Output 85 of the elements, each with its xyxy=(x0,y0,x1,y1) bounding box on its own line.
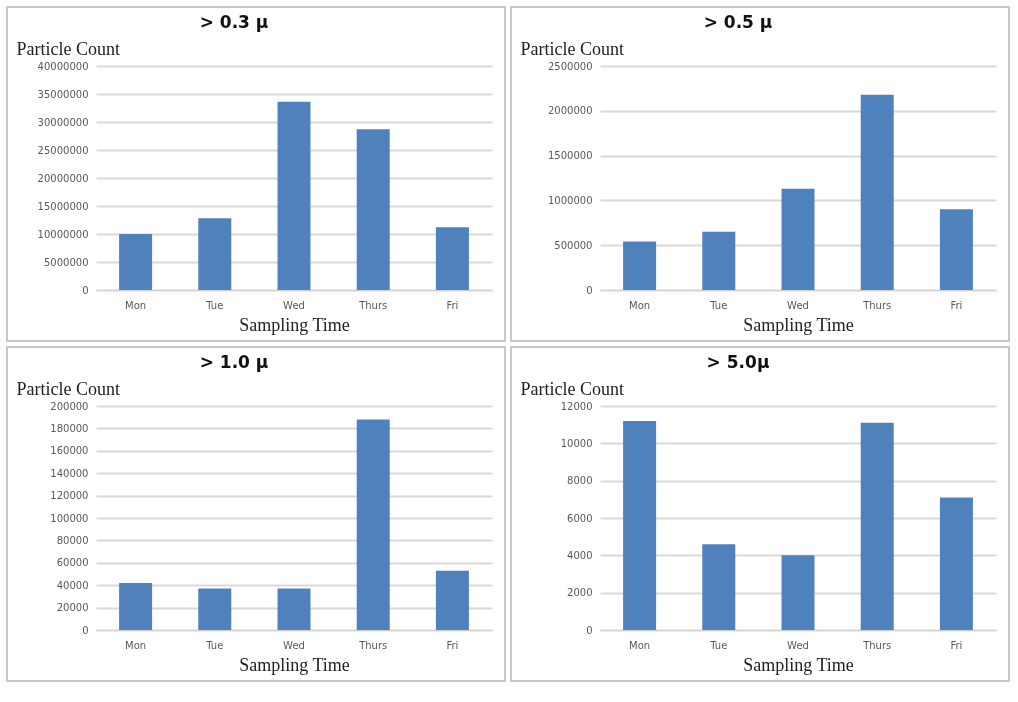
x-axis-title: Sampling Time xyxy=(239,314,350,335)
x-tick-label: Tue xyxy=(205,639,224,651)
y-axis-title: Particle Count xyxy=(16,378,120,399)
bar xyxy=(198,218,232,290)
x-tick-label: Wed xyxy=(283,639,305,651)
x-tick-label: Fri xyxy=(446,299,459,311)
y-tick-label: 60000 xyxy=(56,557,89,569)
y-tick-label: 30000000 xyxy=(37,116,89,128)
bar xyxy=(702,544,736,630)
x-tick-label: Thurs xyxy=(862,639,892,651)
y-tick-label: 100000 xyxy=(50,512,89,524)
bar xyxy=(939,497,973,630)
bar xyxy=(198,588,232,630)
bar xyxy=(781,188,815,290)
y-tick-label: 2000000 xyxy=(547,105,593,117)
y-tick-label: 2000 xyxy=(567,587,593,599)
y-tick-label: 0 xyxy=(82,284,89,296)
bar xyxy=(277,101,311,290)
x-tick-label: Fri xyxy=(950,639,963,651)
y-tick-label: 20000000 xyxy=(37,172,89,184)
x-axis-title: Sampling Time xyxy=(743,654,854,675)
bar xyxy=(277,588,311,630)
x-tick-label: Mon xyxy=(125,639,147,651)
chart-title: > 1.0 μ xyxy=(199,352,269,372)
x-tick-label: Thurs xyxy=(358,639,388,651)
y-tick-label: 10000 xyxy=(560,437,593,449)
y-tick-label: 0 xyxy=(586,284,593,296)
y-tick-label: 120000 xyxy=(50,490,89,502)
x-tick-label: Mon xyxy=(629,639,651,651)
y-tick-label: 15000000 xyxy=(37,200,89,212)
y-tick-label: 12000 xyxy=(560,400,593,412)
y-tick-label: 2500000 xyxy=(547,60,593,72)
y-tick-label: 8000 xyxy=(567,475,593,487)
chart-title: > 5.0μ xyxy=(706,352,770,372)
chart-title: > 0.3 μ xyxy=(199,12,269,32)
bar xyxy=(119,582,153,630)
y-tick-label: 35000000 xyxy=(37,88,89,100)
y-tick-label: 80000 xyxy=(56,534,89,546)
bar xyxy=(435,570,469,630)
y-axis-title: Particle Count xyxy=(16,38,120,59)
x-tick-label: Thurs xyxy=(358,299,388,311)
x-tick-label: Fri xyxy=(950,299,963,311)
x-tick-label: Thurs xyxy=(862,299,892,311)
y-tick-label: 200000 xyxy=(50,400,89,412)
y-tick-label: 20000 xyxy=(56,602,89,614)
x-tick-label: Tue xyxy=(709,639,728,651)
y-tick-label: 1000000 xyxy=(547,194,593,206)
x-axis-title: Sampling Time xyxy=(743,314,854,335)
bar xyxy=(623,241,657,290)
bar xyxy=(860,94,894,290)
y-tick-label: 25000000 xyxy=(37,144,89,156)
bar xyxy=(119,234,153,290)
y-tick-label: 40000000 xyxy=(37,60,89,72)
y-tick-label: 1500000 xyxy=(547,150,593,162)
bar xyxy=(356,129,390,290)
bar xyxy=(623,420,657,630)
x-tick-label: Wed xyxy=(283,299,305,311)
y-tick-label: 10000000 xyxy=(37,228,89,240)
y-tick-label: 5000000 xyxy=(43,256,89,268)
y-tick-label: 4000 xyxy=(567,549,593,561)
y-tick-label: 180000 xyxy=(50,422,89,434)
bar xyxy=(356,419,390,630)
y-axis-title: Particle Count xyxy=(520,378,624,399)
x-tick-label: Fri xyxy=(446,639,459,651)
bar xyxy=(435,227,469,290)
chart-title: > 0.5 μ xyxy=(703,12,773,32)
y-axis-title: Particle Count xyxy=(520,38,624,59)
y-tick-label: 6000 xyxy=(567,512,593,524)
y-tick-label: 40000 xyxy=(56,579,89,591)
x-tick-label: Mon xyxy=(629,299,651,311)
x-tick-label: Tue xyxy=(205,299,224,311)
y-tick-label: 0 xyxy=(586,624,593,636)
x-tick-label: Mon xyxy=(125,299,147,311)
y-tick-label: 140000 xyxy=(50,467,89,479)
x-tick-label: Tue xyxy=(709,299,728,311)
bar xyxy=(939,209,973,290)
x-tick-label: Wed xyxy=(787,639,809,651)
x-tick-label: Wed xyxy=(787,299,809,311)
x-axis-title: Sampling Time xyxy=(239,654,350,675)
y-tick-label: 0 xyxy=(82,624,89,636)
bar xyxy=(860,422,894,630)
bar xyxy=(702,231,736,290)
y-tick-label: 500000 xyxy=(554,239,593,251)
y-tick-label: 160000 xyxy=(50,445,89,457)
bar xyxy=(781,555,815,630)
